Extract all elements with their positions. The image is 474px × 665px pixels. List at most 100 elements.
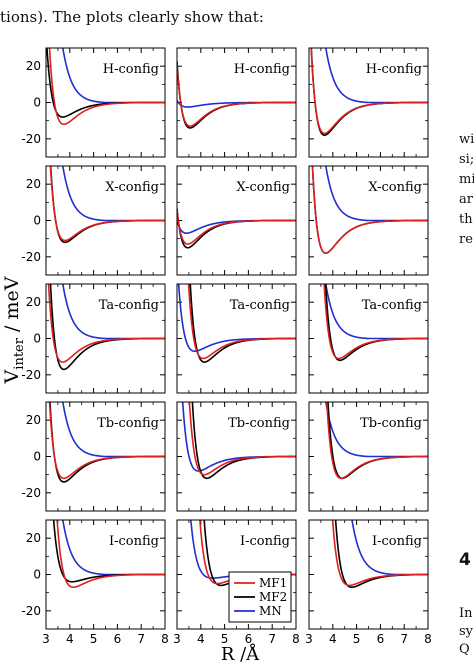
curve-group: [49, 166, 165, 244]
panel-3-3: Ta-config: [308, 283, 429, 394]
series-mf1-line: [48, 48, 165, 126]
config-label: Tb-config: [97, 416, 159, 431]
x-tick-label: 6: [245, 632, 253, 646]
series-mf1-line: [56, 520, 165, 589]
panel-2-3: X-config: [308, 165, 429, 276]
curve-group: [52, 520, 165, 589]
config-label: X-config: [236, 180, 290, 195]
config-label: I-config: [109, 534, 159, 549]
y-axis-label-main: V: [1, 369, 23, 384]
panel-frame: [176, 401, 297, 512]
x-tick-label: 3: [173, 632, 181, 646]
series-mn-line: [325, 402, 428, 458]
series-mf2-line: [52, 520, 165, 583]
panel-frame: [176, 47, 297, 158]
x-tick-label: 7: [268, 632, 276, 646]
y-tick-label: -20: [21, 486, 41, 500]
series-mf1-line: [177, 64, 296, 127]
series-mn-line: [325, 48, 428, 104]
panel-frame: [308, 165, 429, 276]
curve-group: [177, 61, 296, 129]
config-label: I-config: [240, 534, 290, 549]
config-label: Tb-config: [228, 416, 290, 431]
y-tick-label: 0: [33, 332, 41, 346]
y-tick-label: 20: [26, 177, 41, 191]
series-mf2-line: [324, 284, 428, 362]
panel-frame: [308, 47, 429, 158]
y-tick-label: -20: [21, 368, 41, 382]
panel-2-1: -20 0 20 X-config: [21, 165, 166, 276]
curve-group: [48, 402, 165, 483]
side-bottom-text-2: sy: [459, 624, 474, 639]
side-text-6: re: [459, 232, 473, 247]
series-mf1-line: [323, 284, 428, 360]
panel-frame: [176, 283, 297, 394]
x-tick-label: 7: [400, 632, 408, 646]
panel-5-1: -20 0 20 3 4 5 6 7 8 I-config: [21, 519, 169, 646]
x-tick-label: 5: [221, 632, 229, 646]
panel-frame: [308, 401, 429, 512]
curve-group: [177, 208, 296, 249]
panel-4-1: -20 0 20 Tb-config: [21, 401, 166, 512]
series-mf1-line: [187, 284, 296, 360]
series-mn-line: [325, 166, 428, 222]
panel-frame: [308, 283, 429, 394]
side-bottom-text-1: In: [459, 606, 473, 621]
series-mf2-line: [189, 284, 296, 363]
series-mn-line: [351, 520, 428, 576]
x-tick-label: 6: [114, 632, 122, 646]
panel-2-2: X-config: [176, 165, 297, 276]
series-mf2-line: [327, 402, 428, 480]
side-text-5: th: [459, 212, 473, 227]
series-mf1-line: [177, 210, 296, 245]
body-text-line: tions). The plots clearly show that:: [0, 8, 264, 26]
y-tick-label: 20: [26, 295, 41, 309]
x-tick-label: 7: [137, 632, 145, 646]
series-mn-line: [62, 402, 165, 458]
x-tick-label: 4: [197, 632, 205, 646]
config-label: X-config: [105, 180, 159, 195]
curve-group: [46, 48, 165, 126]
series-mf1-line: [47, 284, 165, 363]
panel-frame: [308, 519, 429, 630]
series-mf1-line: [188, 402, 296, 476]
x-tick-label: 3: [305, 632, 313, 646]
y-tick-label: 20: [26, 531, 41, 545]
config-label: Ta-config: [362, 298, 422, 313]
side-bottom-text-3: Q: [459, 642, 470, 657]
config-label: Ta-config: [99, 298, 159, 313]
panel-frame: [45, 165, 166, 276]
panel-frame: [45, 401, 166, 512]
x-tick-label: 8: [161, 632, 169, 646]
y-axis-label-subscript: inter: [12, 337, 27, 369]
panel-5-3: 3 4 5 6 7 8 I-config: [305, 519, 432, 646]
x-axis-label: R /Å: [221, 643, 260, 665]
curve-group: [323, 284, 428, 362]
series-mn-line: [62, 520, 165, 576]
config-label: Tb-config: [360, 416, 422, 431]
panel-1-2: H-config: [176, 47, 297, 158]
panel-1-1: -20 0 20 H-config: [21, 47, 166, 158]
side-text-4: ar: [459, 192, 473, 207]
y-tick-label: 20: [26, 59, 41, 73]
legend-label-mf1: MF1: [259, 576, 287, 590]
panel-frame: [176, 519, 297, 630]
section-number: 4: [459, 550, 471, 570]
x-tick-label: 3: [42, 632, 50, 646]
config-label: H-config: [103, 62, 159, 77]
x-tick-label: 4: [329, 632, 337, 646]
side-text-1: wi: [459, 132, 474, 147]
curve-group: [47, 284, 165, 371]
panel-frame: [45, 283, 166, 394]
legend-label-mf2: MF2: [259, 590, 287, 604]
x-tick-label: 8: [424, 632, 432, 646]
curve-group: [181, 402, 296, 480]
panel-frame: [45, 519, 166, 630]
panel-4-3: Tb-config: [308, 401, 429, 512]
y-tick-label: 0: [33, 568, 41, 582]
series-mf2-line: [49, 284, 165, 371]
config-label: Ta-config: [230, 298, 290, 313]
series-mf1-line: [49, 166, 165, 242]
